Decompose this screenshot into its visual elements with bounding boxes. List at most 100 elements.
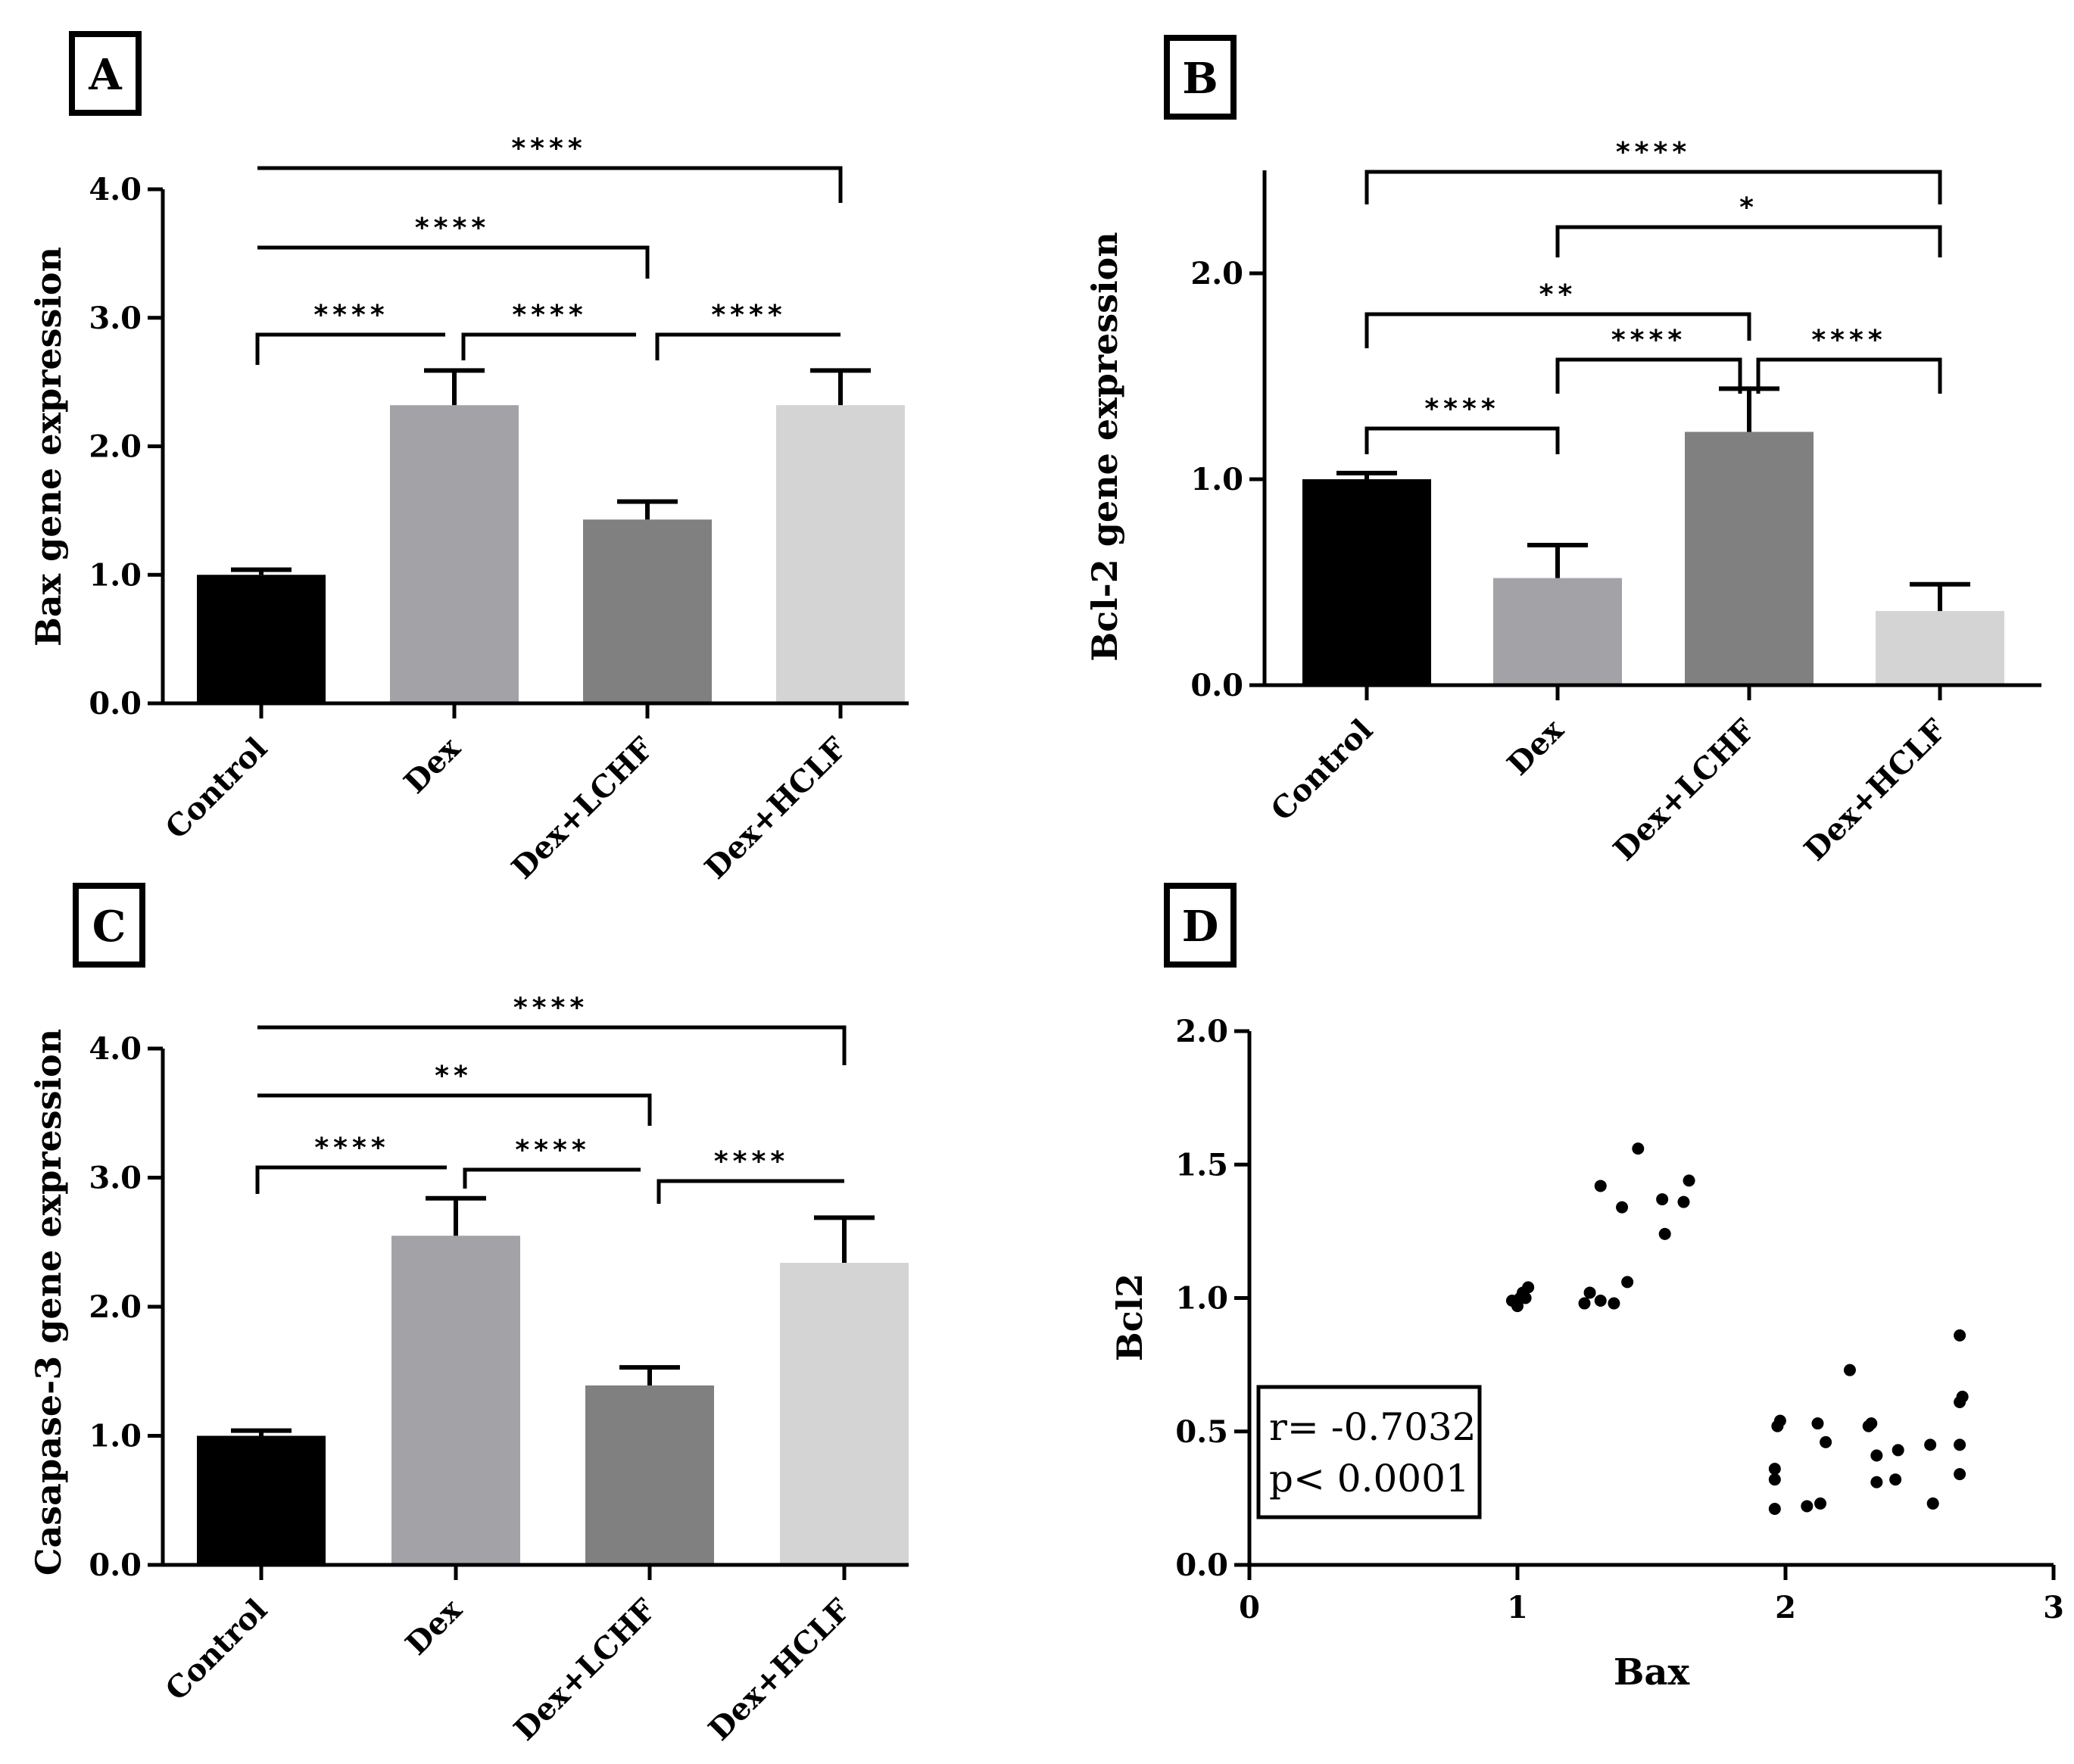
significance-bracket [1756,357,1942,394]
x-tick-label: 2 [1775,1590,1796,1625]
scatter-point [1519,1292,1532,1304]
panel-label-box-b [1164,35,1237,120]
x-tick-label: Dex+HCLF [1798,712,1954,868]
y-tick-label: 0.5 [1175,1414,1228,1450]
bar-chart-b: 0.0 1.0 2.0 Control Dex Dex+LCHF Dex+HCLF Bcl-2… [1084,137,2041,868]
scatter-point [1621,1276,1634,1289]
y-tick-label: 0.0 [89,1547,142,1583]
scatter-point [1616,1201,1629,1214]
scatter-point [1926,1497,1939,1510]
significance-bracket [1364,426,1560,454]
significance-bracket [255,332,445,365]
panel-label-box-d [1164,883,1237,968]
bar-dex-lchf [1685,432,1814,685]
stats-r: r= -0.7032 [1269,1405,1477,1449]
bar-control [197,575,326,703]
y-tick-label: 3.0 [89,301,142,336]
y-axis-label: Bcl2 [1109,1273,1150,1361]
significance-label: **** [512,300,587,331]
x-tick-label: Dex [1500,712,1570,782]
stats-box [1256,1385,1482,1519]
y-tick-label: 1.0 [89,1419,142,1454]
x-tick-label: Dex+LCHF [505,731,661,887]
y-axis-label: Bcl-2 gene expression [1084,232,1125,661]
significance-label: **** [313,300,388,331]
x-tick-label: Dex+HCLF [698,731,854,887]
scatter-point [1892,1444,1904,1457]
bar-control [1302,479,1431,685]
bar-chart-a: 0.0 1.0 2.0 3.0 4.0 Control Dex Dex+LCHF Dex+HCL… [28,133,909,886]
significance-bracket [657,1179,844,1204]
y-tick-label: 3.0 [89,1161,142,1196]
x-tick-label: Dex+LCHF [1607,712,1763,868]
panel-label-a: A [88,50,123,100]
bar-dex-lchf [583,519,712,703]
y-tick-label: 1.5 [1175,1147,1228,1183]
y-tick-label: 2.0 [1190,256,1243,291]
bar-control [197,1435,326,1565]
significance-label: **** [714,1146,789,1177]
significance-bracket [255,1165,447,1194]
significance-label: * [1739,192,1758,223]
scatter-chart-d: 0.0 0.5 1.0 1.5 2.0 0 1 2 3 Bax Bcl2 [1109,1014,2064,1694]
bar-dex [390,405,519,703]
scatter-point [1843,1364,1856,1376]
significance-bracket [1555,225,1942,257]
panel-label-b: B [1182,54,1218,104]
y-axis-label: Casapase-3 gene expression [28,1029,69,1575]
significance-label: **** [515,1135,590,1166]
scatter-point [1870,1476,1883,1488]
bar-dex-hclf [780,1263,909,1565]
y-tick-label: 0.0 [1175,1547,1228,1583]
scatter-point [1594,1180,1607,1192]
bar-dex-lchf [585,1385,714,1565]
x-tick-label: Control [158,731,274,846]
panel-c: C 0.0 1.0 2.0 3.0 4.0 Control Dex Dex+LCHF Dex+H… [28,883,909,1747]
scatter-point [1768,1502,1781,1515]
significance-label: **** [1611,325,1686,356]
panel-label-c: C [92,902,126,952]
significance-label: **** [415,213,490,244]
scatter-point [1773,1414,1786,1427]
scatter-point [1677,1195,1690,1208]
y-tick-label: 1.0 [89,557,142,593]
panel-label-box-c [73,883,145,968]
bar-dex-hclf [1876,611,2004,685]
significance-label: **** [1424,394,1499,425]
scatter-point [1820,1435,1832,1448]
y-axis-label: Bax gene expression [28,247,69,647]
significance-label: **** [314,1133,389,1164]
scatter-point [1954,1438,1966,1451]
scatter-point [1583,1286,1596,1299]
panel-label-box-a [69,31,142,116]
significance-bracket [257,166,843,203]
y-tick-label: 2.0 [1175,1014,1228,1049]
bar-dex [391,1236,520,1565]
bar-dex-hclf [776,405,905,703]
x-axis-label: Bax [1614,1651,1690,1694]
scatter-point [1954,1329,1966,1342]
scatter-point [1924,1438,1937,1451]
significance-bracket [257,245,650,279]
scatter-point [1594,1295,1607,1307]
significance-bracket [461,332,636,360]
x-tick-label: Control [1264,712,1380,828]
scatter-point [1578,1297,1591,1310]
scatter-point [1656,1193,1669,1206]
scatter-point [1632,1142,1645,1155]
y-tick-label: 1.0 [1175,1281,1228,1317]
scatter-point [1814,1497,1827,1510]
x-tick-label: 1 [1507,1590,1528,1625]
scatter-point [1889,1473,1902,1486]
significance-bracket [655,332,841,360]
scatter-point [1865,1417,1878,1430]
significance-label: **** [511,133,586,164]
scatter-point [1956,1390,1969,1403]
significance-bracket [1364,312,1751,348]
scatter-point [1801,1500,1814,1513]
scatter-point [1768,1463,1781,1476]
significance-bracket [463,1167,641,1189]
y-tick-label: 4.0 [89,172,142,207]
scatter-point [1608,1297,1620,1310]
